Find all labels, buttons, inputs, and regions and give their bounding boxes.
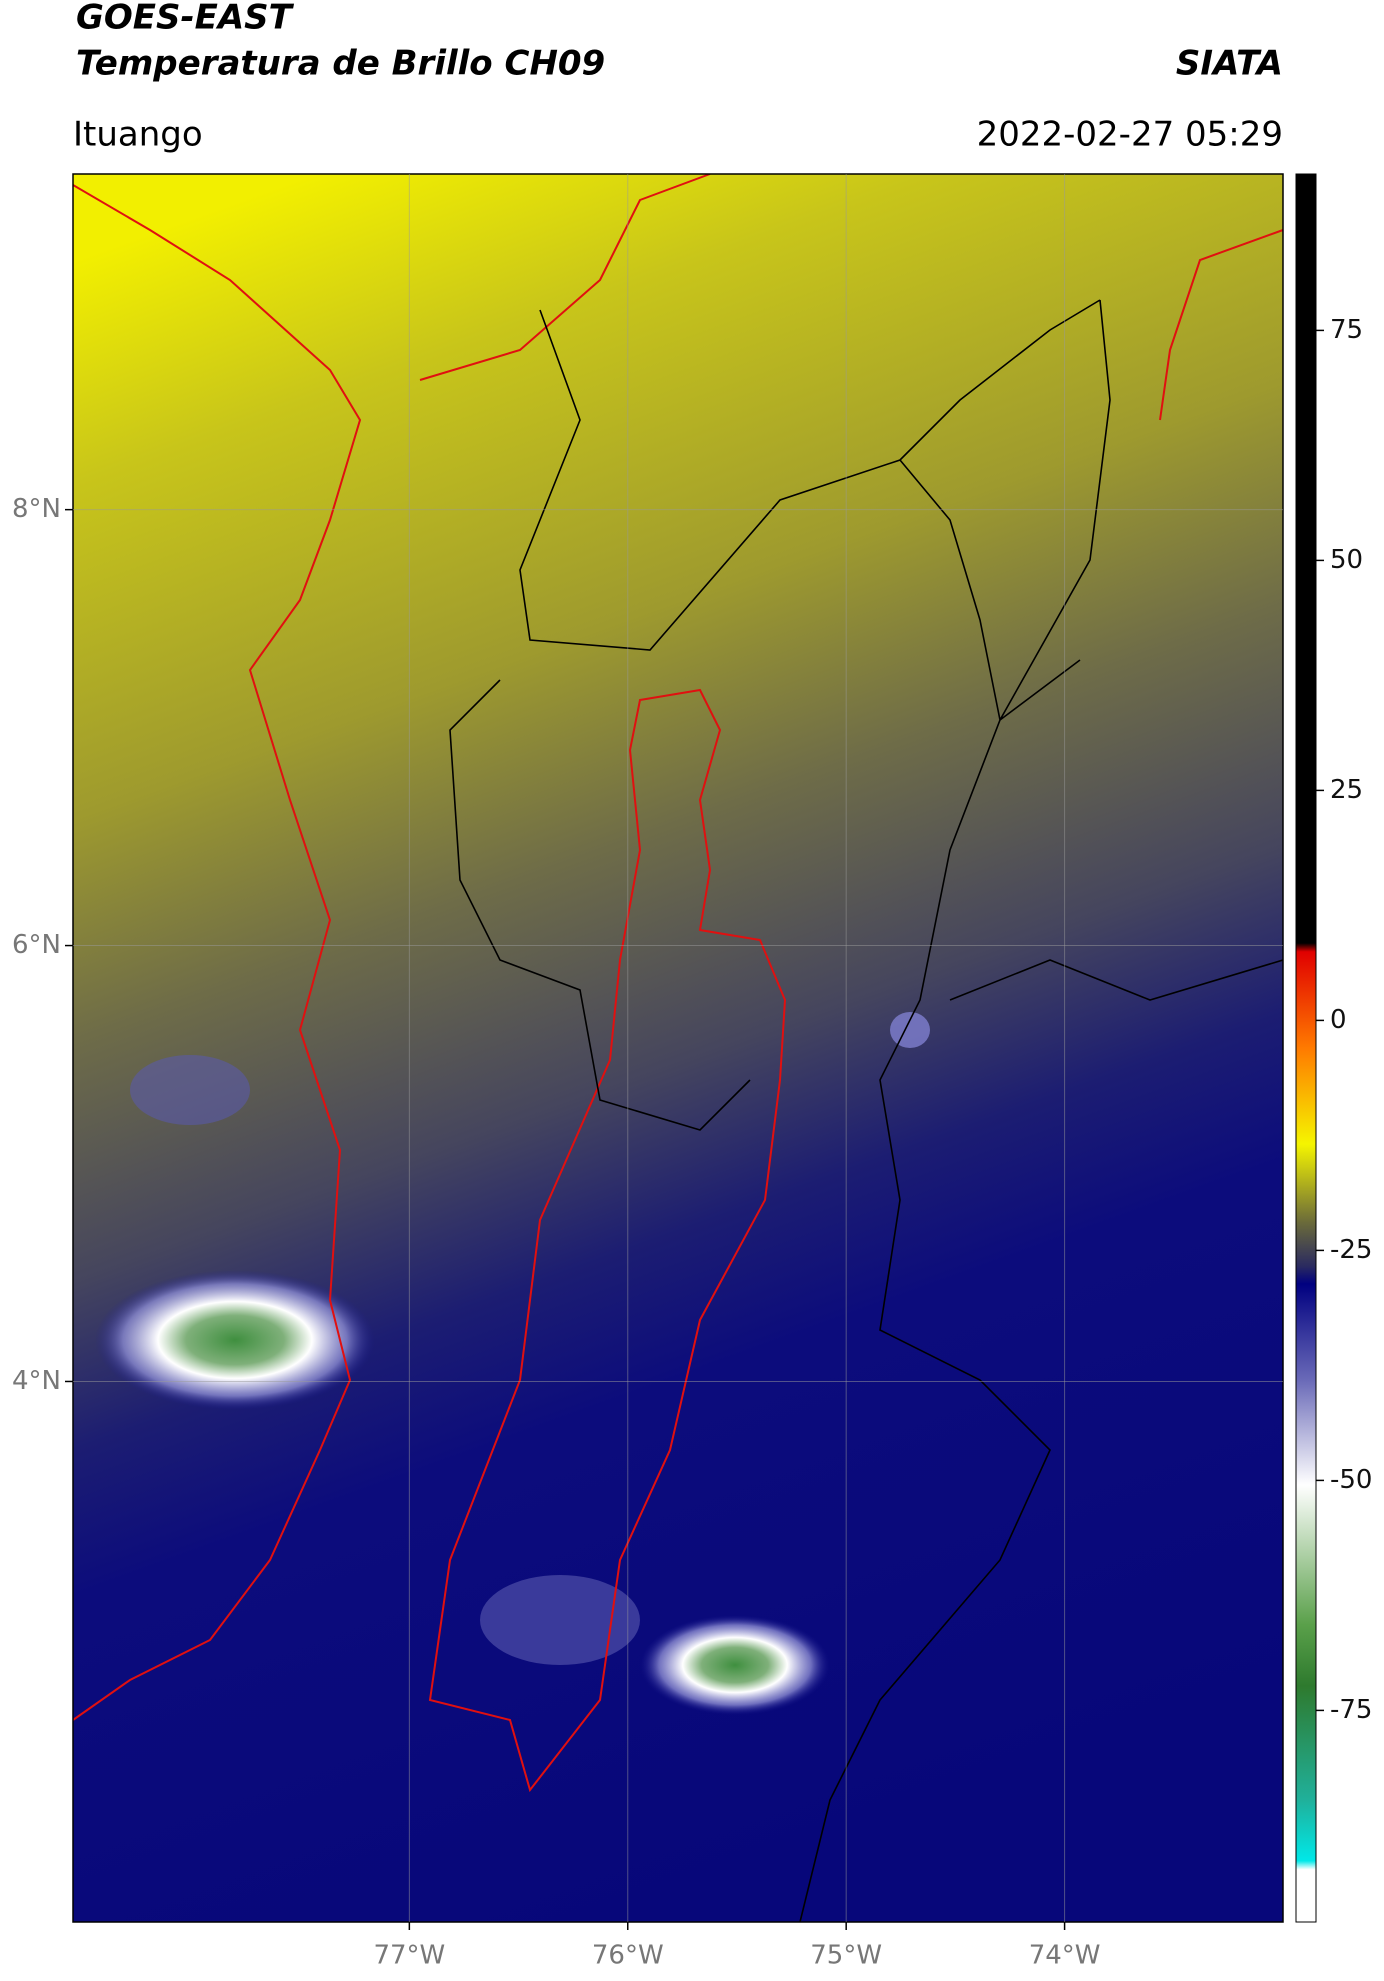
coastline: [73, 184, 362, 1721]
timestamp: 2022-02-27 05:29: [977, 115, 1283, 155]
colorbar-tick-label: 50: [1330, 545, 1363, 575]
coastline: [419, 174, 711, 381]
lat-tick-label: 4°N: [12, 1366, 61, 1396]
cloud-cell: [890, 1012, 930, 1048]
lon-tick-label: 77°W: [373, 1941, 445, 1971]
map-area: [73, 174, 1283, 1922]
cloud-cell: [640, 1615, 830, 1715]
cloud-cell: [480, 1575, 640, 1665]
colorbar-tick-label: -50: [1330, 1465, 1372, 1495]
map-frame: [72, 173, 1284, 1923]
lon-tick-label: 76°W: [592, 1941, 664, 1971]
colorbar-tick-label: -75: [1330, 1695, 1372, 1725]
colorbar-tick-label: -25: [1330, 1235, 1372, 1265]
subtitle: Temperatura de Brillo CH09: [76, 44, 605, 84]
location: Ituango: [73, 115, 203, 155]
admin-boundary: [449, 299, 1283, 1922]
lat-tick-label: 8°N: [12, 494, 61, 524]
cloud-cell: [95, 1270, 375, 1410]
title: GOES-EAST: [76, 0, 295, 38]
basin-outline: [428, 688, 787, 1793]
source: SIATA: [1176, 44, 1283, 84]
colorbar: [1295, 173, 1317, 1923]
cloud-cell: [130, 1055, 250, 1125]
lon-tick-label: 74°W: [1029, 1941, 1101, 1971]
colorbar-tick-label: 75: [1330, 315, 1363, 345]
colorbar-tick-label: 0: [1330, 1005, 1347, 1035]
lat-tick-label: 6°N: [12, 930, 61, 960]
lon-tick-label: 75°W: [810, 1941, 882, 1971]
coastline: [1159, 229, 1283, 421]
colorbar-tick-label: 25: [1330, 775, 1363, 805]
